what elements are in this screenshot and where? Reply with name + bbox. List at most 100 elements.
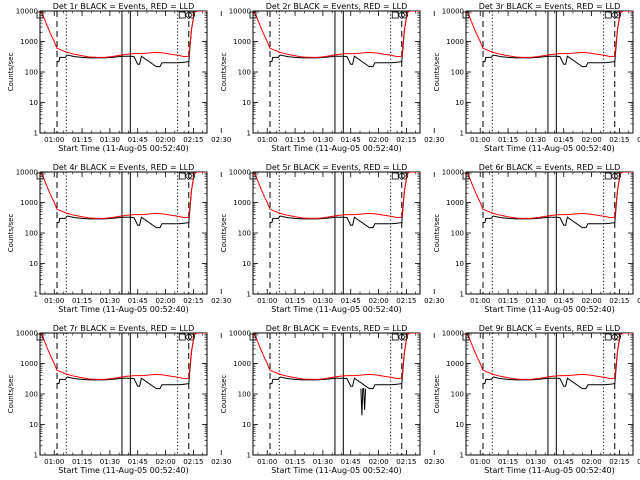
series-group: [40, 11, 207, 68]
y-tick-label: 10: [242, 421, 251, 429]
y-tick-label: 10000: [442, 8, 464, 16]
x-tick-label: 02:15: [396, 297, 416, 305]
y-tick-label: 100: [451, 230, 464, 238]
y-axis-label: Counts/sec: [220, 53, 228, 92]
plot-frame: [39, 171, 208, 295]
x-tick-label: 02:00: [581, 136, 601, 144]
y-tick-label: 1: [460, 130, 464, 138]
x-axis-label: Start Time (11-Aug-05 00:52:40): [271, 144, 402, 153]
vertical-lines: [482, 11, 616, 133]
y-axis-label: Counts/sec: [220, 214, 228, 253]
lld-series-line: [253, 11, 420, 58]
series-group: [40, 333, 207, 390]
y-axis-label: Counts/sec: [7, 375, 15, 414]
circle-marker: [188, 11, 195, 19]
y-tick-label: 1: [34, 130, 38, 138]
x-tick-label: 02:00: [581, 458, 601, 466]
y-axis-label: Counts/sec: [220, 375, 228, 414]
circle-marker: [188, 172, 195, 180]
series-group: [466, 11, 633, 68]
x-tick-label: 01:15: [285, 297, 305, 305]
x-tick-label: 01:30: [100, 297, 120, 305]
x-tick-label: 01:45: [554, 297, 574, 305]
circle-marker: [401, 11, 408, 19]
y-tick-label: 1: [460, 291, 464, 299]
y-tick-label: 10: [29, 99, 38, 107]
x-tick-label: 02:15: [183, 297, 203, 305]
events-series-line: [483, 172, 633, 229]
x-tick-label: 02:15: [396, 136, 416, 144]
series-group: [253, 333, 420, 416]
x-tick-label: 01:30: [313, 136, 333, 144]
plot-frame: [252, 332, 421, 456]
circle-marker: [401, 172, 408, 180]
y-tick-label: 10000: [16, 330, 38, 338]
x-tick-label: 01:00: [44, 297, 64, 305]
panel-title: Det 5r BLACK = Events, RED = LLD: [266, 163, 408, 172]
panel-2: Det 2r BLACK = Events, RED = LLD10000100…: [220, 2, 444, 153]
y-tick-label: 10: [242, 99, 251, 107]
plot-frame: [465, 10, 634, 134]
circle-marker: [188, 333, 195, 341]
y-tick-label: 10: [455, 99, 464, 107]
panel-title: Det 6r BLACK = Events, RED = LLD: [479, 163, 621, 172]
x-axis-label: Start Time (11-Aug-05 00:52:40): [58, 144, 189, 153]
circle-marker: [614, 11, 621, 19]
x-tick-label: 01:15: [285, 458, 305, 466]
lld-series-line: [40, 11, 207, 58]
vertical-lines: [482, 333, 616, 455]
y-tick-label: 100: [25, 230, 38, 238]
y-tick-label: 1000: [20, 360, 38, 368]
events-dip-line: [360, 388, 367, 416]
vertical-lines: [269, 11, 403, 133]
y-tick-label: 10: [242, 260, 251, 268]
vertical-lines: [56, 172, 190, 294]
y-tick-label: 10000: [16, 169, 38, 177]
square-marker: [249, 11, 257, 19]
x-axis-label: Start Time (11-Aug-05 00:52:40): [58, 305, 189, 314]
x-tick-label: 02:15: [396, 458, 416, 466]
panel-title: Det 3r BLACK = Events, RED = LLD: [479, 2, 621, 11]
x-tick-label: 01:30: [526, 458, 546, 466]
square-marker: [36, 11, 44, 19]
x-tick-label: 02:30: [211, 297, 231, 305]
x-tick-label: 02:30: [637, 458, 640, 466]
y-tick-label: 100: [238, 69, 251, 77]
lld-series-line: [40, 172, 207, 219]
x-tick-label: 02:15: [609, 297, 629, 305]
plot-frame: [252, 171, 421, 295]
panel-7: Det 7r BLACK = Events, RED = LLD 10000 100…: [7, 324, 231, 475]
panel-title: Det 7r BLACK = Events, RED = LLD: [53, 324, 195, 333]
vertical-lines: [482, 172, 616, 294]
x-tick-label: 01:45: [341, 458, 361, 466]
x-tick-label: 01:00: [470, 297, 490, 305]
square-marker: [249, 172, 257, 180]
y-tick-label: 1000: [20, 38, 38, 46]
x-tick-label: 01:15: [498, 458, 518, 466]
diamond-marker: [610, 332, 619, 342]
y-tick-label: 1000: [233, 199, 251, 207]
lld-series-line: [466, 172, 633, 219]
y-axis-label: Counts/sec: [433, 53, 441, 92]
events-series-line: [270, 333, 420, 390]
y-tick-label: 10: [455, 421, 464, 429]
y-tick-label: 1000: [446, 199, 464, 207]
x-tick-label: 01:00: [257, 297, 277, 305]
y-tick-label: 1: [247, 130, 251, 138]
panel-5: Det 5r BLACK = Events, RED = LLD10000100…: [220, 163, 444, 314]
x-axis-label: Start Time (11-Aug-05 00:52:40): [271, 305, 402, 314]
events-series-line: [483, 11, 633, 68]
vertical-lines: [269, 333, 403, 455]
y-tick-label: 1: [34, 291, 38, 299]
x-tick-label: 01:45: [554, 458, 574, 466]
y-tick-label: 1000: [446, 38, 464, 46]
events-series-line: [270, 172, 420, 229]
panel-title: Det 9r BLACK = Events, RED = LLD: [479, 324, 621, 333]
y-tick-label: 10000: [442, 330, 464, 338]
x-tick-label: 01:15: [72, 458, 92, 466]
x-tick-label: 01:45: [554, 136, 574, 144]
vertical-lines: [269, 172, 403, 294]
diamond-marker: [184, 171, 193, 181]
x-tick-label: 02:00: [368, 297, 388, 305]
